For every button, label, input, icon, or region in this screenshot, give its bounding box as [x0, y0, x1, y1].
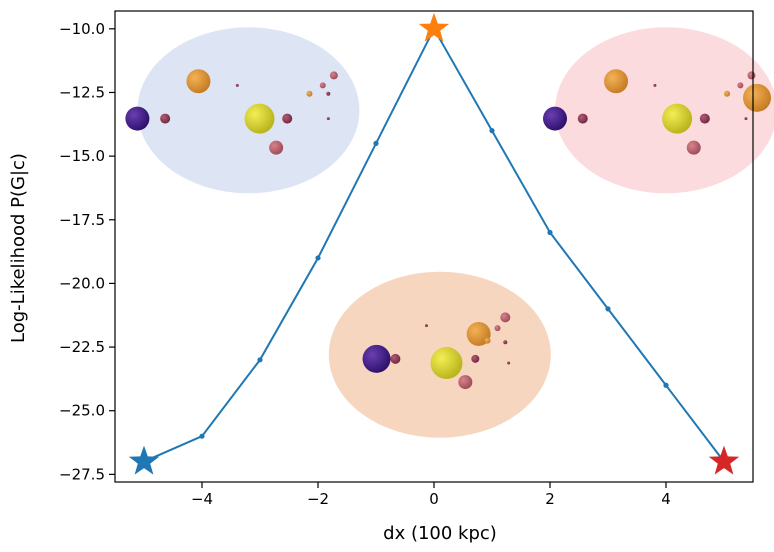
galaxy-sphere	[653, 83, 657, 87]
galaxy-sphere	[543, 106, 567, 131]
x-tick-label: −2	[307, 490, 329, 508]
galaxy-sphere	[686, 140, 701, 155]
y-tick-label: −25.0	[59, 402, 105, 420]
galaxy-sphere	[235, 83, 239, 87]
y-tick-label: −17.5	[59, 211, 105, 229]
y-tick-label: −20.0	[59, 274, 105, 292]
inset-right-group	[543, 27, 774, 194]
galaxy-sphere	[326, 91, 331, 96]
galaxy-sphere	[306, 90, 313, 97]
galaxy-sphere	[744, 117, 748, 121]
galaxy-sphere	[507, 361, 511, 365]
x-axis-label: dx (100 kpc)	[383, 523, 497, 544]
x-tick-label: 4	[661, 490, 671, 508]
data-point	[257, 357, 263, 363]
galaxy-sphere	[326, 117, 330, 121]
y-tick-label: −12.5	[59, 83, 105, 101]
galaxy-sphere	[484, 337, 491, 344]
galaxy-sphere	[500, 312, 511, 323]
data-point	[489, 128, 495, 134]
galaxy-sphere	[604, 69, 629, 94]
galaxy-sphere	[724, 90, 731, 97]
galaxy-sphere	[503, 340, 508, 345]
galaxy-sphere	[471, 354, 480, 363]
x-tick-label: 0	[429, 490, 439, 508]
galaxy-sphere	[430, 347, 463, 380]
star-marker	[418, 12, 450, 42]
data-point	[373, 140, 379, 146]
galaxy-sphere	[458, 375, 473, 390]
y-axis-label: Log-Likelihood P(G|c)	[8, 153, 29, 343]
data-point	[199, 433, 205, 439]
galaxy-sphere	[737, 82, 744, 89]
y-tick-label: −10.0	[59, 20, 105, 38]
y-tick-label: −27.5	[59, 465, 105, 483]
x-tick-label: −4	[191, 490, 213, 508]
galaxy-sphere	[699, 113, 710, 124]
galaxy-sphere	[743, 83, 772, 112]
galaxy-sphere	[662, 103, 693, 134]
inset-center-group	[328, 271, 551, 438]
star-marker	[128, 445, 160, 475]
data-point	[605, 306, 611, 312]
data-point	[315, 255, 321, 261]
galaxy-sphere	[244, 103, 275, 134]
galaxy-sphere	[424, 324, 428, 328]
line-layer	[128, 12, 740, 475]
x-tick-label: 2	[545, 490, 555, 508]
inset-left-group	[125, 27, 360, 194]
y-tick-label: −22.5	[59, 338, 105, 356]
star-marker	[708, 445, 740, 475]
data-point	[547, 229, 553, 236]
galaxy-sphere	[125, 106, 150, 131]
galaxy-sphere	[329, 71, 338, 80]
galaxy-sphere	[269, 140, 284, 155]
data-point	[663, 382, 669, 388]
inset-ellipse	[555, 27, 774, 194]
galaxy-sphere	[362, 344, 391, 373]
galaxy-sphere	[747, 71, 756, 80]
galaxy-sphere	[160, 113, 171, 124]
axis-ticks: −4 −2 0 2 4 −10.0 −12.5 −15.0 −17.5 −20.0 −22.5 −25…	[59, 20, 671, 508]
galaxy-sphere	[186, 69, 211, 94]
galaxy-sphere	[494, 325, 501, 332]
insets-layer	[125, 27, 774, 438]
galaxy-sphere	[319, 82, 326, 89]
galaxy-sphere	[282, 113, 293, 124]
galaxy-sphere	[577, 113, 588, 124]
y-tick-label: −15.0	[59, 147, 105, 165]
galaxy-sphere	[390, 353, 401, 364]
